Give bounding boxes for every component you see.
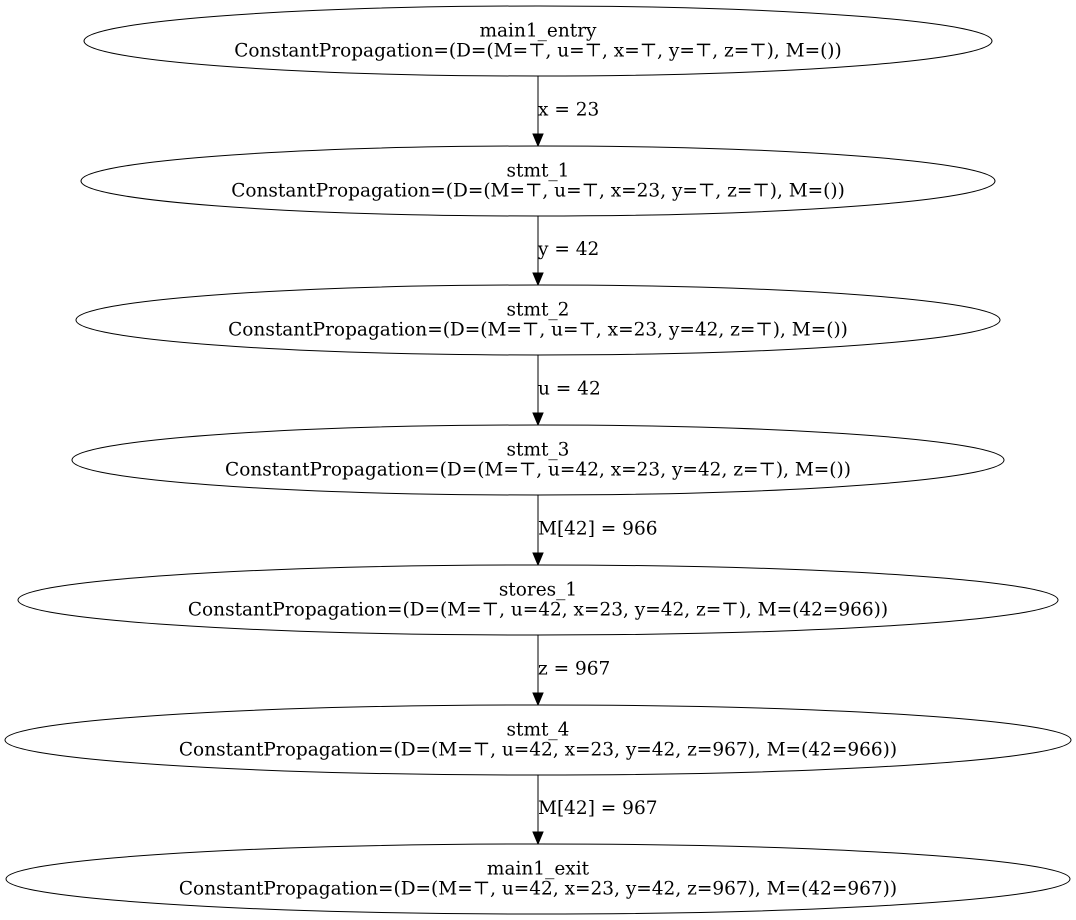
node-ellipse [75,284,1001,356]
node-ellipse [17,564,1059,636]
node-label: ConstantPropagation=(D=(M=⊤, u=42, x=23,… [225,460,851,481]
node-label: ConstantPropagation=(D=(M=⊤, u=42, x=23,… [188,600,888,621]
node-label: ConstantPropagation=(D=(M=⊤, u=42, x=23,… [179,879,897,900]
edge-stmt-1-to-stmt-2: y = 42 [532,216,599,287]
node-label: ConstantPropagation=(D=(M=⊤, u=⊤, x=23, … [228,320,848,341]
node-title: main1_exit [487,859,590,880]
node-ellipse [71,424,1005,496]
node-label: ConstantPropagation=(D=(M=⊤, u=⊤, x=23, … [231,181,845,202]
node-title: stmt_1 [507,161,570,182]
node-main1-entry: main1_entryConstantPropagation=(D=(M=⊤, … [83,5,993,77]
arrowhead-icon [532,272,544,287]
node-ellipse [80,145,996,217]
node-label: ConstantPropagation=(D=(M=⊤, u=42, x=23,… [179,740,897,761]
node-title: stmt_4 [507,720,570,741]
arrowhead-icon [532,552,544,567]
node-ellipse [5,843,1071,915]
node-title: stmt_2 [507,300,570,321]
edge-label: y = 42 [537,239,599,260]
node-title: main1_entry [479,21,597,42]
edge-stores-1-to-stmt-4: z = 967 [532,635,610,707]
node-title: stmt_3 [507,440,570,461]
node-ellipse [4,704,1072,776]
arrowhead-icon [532,412,544,427]
edge-label: z = 967 [538,659,610,680]
nodes-layer: main1_entryConstantPropagation=(D=(M=⊤, … [4,5,1072,915]
edge-label: M[42] = 966 [538,519,658,540]
edge-stmt-3-to-stores-1: M[42] = 966 [532,495,658,567]
arrowhead-icon [532,692,544,707]
node-label: ConstantPropagation=(D=(M=⊤, u=⊤, x=⊤, y… [234,41,841,62]
edge-label: M[42] = 967 [538,798,658,819]
arrowhead-icon [532,133,544,148]
node-title: stores_1 [499,580,577,601]
edge-stmt-4-to-main1-exit: M[42] = 967 [532,775,658,846]
edge-label: x = 23 [538,100,599,121]
edge-stmt-2-to-stmt-3: u = 42 [532,355,601,427]
node-ellipse [83,5,993,77]
edge-label: u = 42 [538,379,601,400]
edges-layer: x = 23 y = 42 u = 42 M[42] = 966 z = 967 M[42… [532,76,658,846]
edge-main1-entry-to-stmt-1: x = 23 [532,76,599,148]
arrowhead-icon [532,831,544,846]
